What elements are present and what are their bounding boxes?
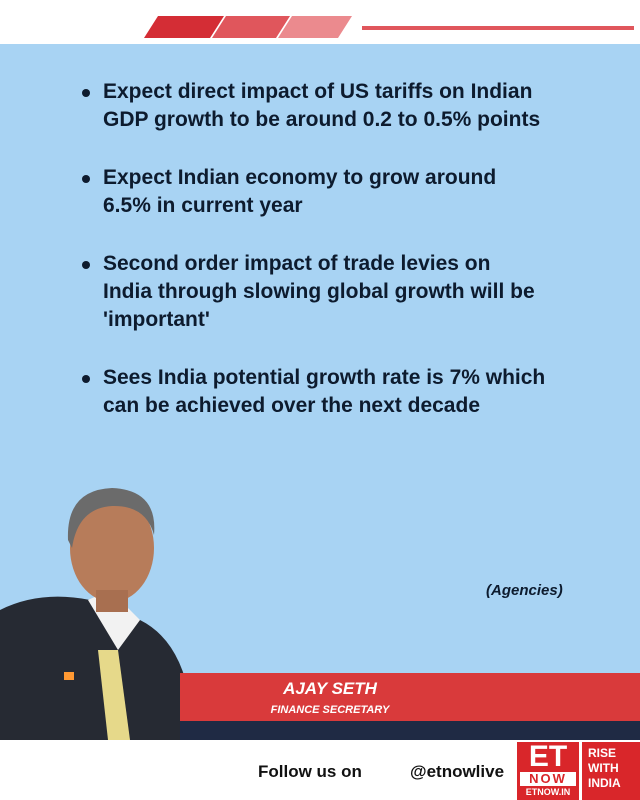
handle[interactable]: @etnowlive: [410, 762, 505, 781]
bullet-line: India through slowing global growth will…: [103, 280, 535, 303]
bullet-line: GDP growth to be around 0.2 to 0.5% poin…: [103, 108, 541, 131]
person-title: FINANCE SECRETARY: [270, 704, 390, 716]
stripe: [212, 16, 290, 38]
stripe: [278, 16, 352, 38]
slogan-line: RISE: [588, 746, 617, 760]
bullet: Expect Indian economy to grow around 6.5%…: [78, 164, 598, 220]
bullet-line: Sees India potential growth rate is 7% w…: [103, 366, 546, 389]
stripe: [144, 16, 224, 38]
slogan-line: WITH: [588, 761, 619, 775]
slogan-line: INDIA: [588, 776, 621, 790]
slogan: RISE WITH INDIA: [582, 742, 640, 800]
logo-text: NOW: [520, 772, 576, 786]
bullet: Expect direct impact of US tariffs on In…: [78, 78, 598, 134]
top-line: [362, 26, 634, 30]
bullet: Sees India potential growth rate is 7% w…: [78, 364, 598, 420]
person-name: AJAY SETH: [283, 679, 377, 698]
bullet-line: can be achieved over the next decade: [103, 394, 480, 417]
bullet-line: Expect direct impact of US tariffs on In…: [103, 80, 533, 103]
bullet-line: Second order impact of trade levies on: [103, 252, 491, 275]
source: (Agencies): [486, 582, 563, 599]
logo-text: ET: [528, 740, 568, 773]
bullet-line: Expect Indian economy to grow around: [103, 166, 497, 189]
logo-text: ETNOW.IN: [525, 787, 571, 797]
portrait: [0, 488, 195, 740]
bullet-line: 'important': [103, 308, 210, 331]
logo[interactable]: ET NOW ETNOW.IN: [517, 742, 579, 800]
bullet: Second order impact of trade levies on In…: [78, 250, 598, 334]
bullet-line: 6.5% in current year: [103, 194, 303, 217]
name-banner: [180, 673, 640, 721]
banner-strip: [180, 720, 640, 740]
bullet-list: Expect direct impact of US tariffs on In…: [78, 78, 598, 450]
follow-text: Follow us on: [258, 762, 362, 781]
